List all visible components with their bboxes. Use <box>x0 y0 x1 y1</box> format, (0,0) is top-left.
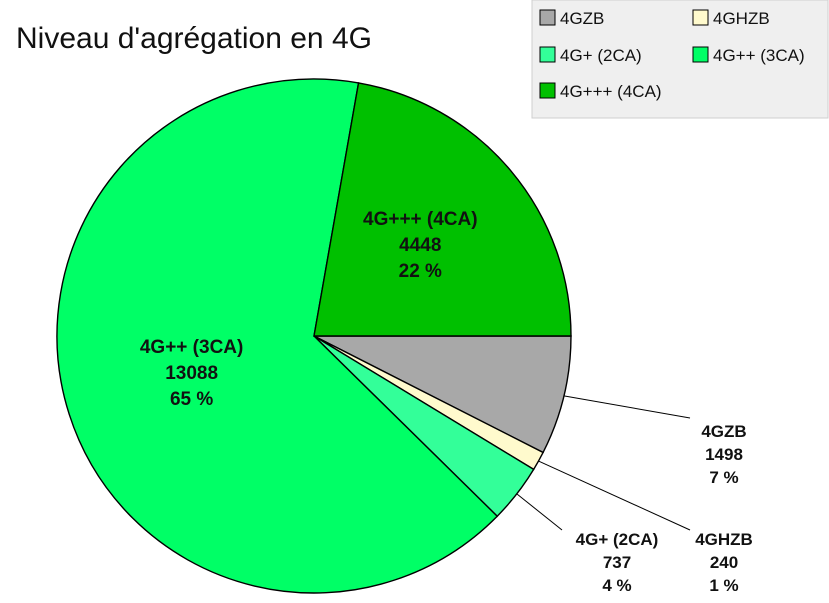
legend-swatch-4g-2ca <box>539 46 556 63</box>
leader-lines <box>516 395 691 531</box>
legend-label-4gzb: 4GZB <box>560 9 604 28</box>
slice-label-4gzb: 4GZB 1498 7 % <box>701 422 746 487</box>
legend-label-4g-4ca: 4G+++ (4CA) <box>560 82 662 101</box>
legend-swatch-4gzb <box>539 9 556 26</box>
slice-labels: 4GZB 1498 7 % 4GHZB 240 1 % 4G+ (2CA) 737 4 % 4G+… <box>140 209 753 595</box>
slice-label-4ghzb: 4GHZB 240 1 % <box>695 530 753 595</box>
legend-label-4g-3ca: 4G++ (3CA) <box>713 46 805 65</box>
legend: 4GZB 4GHZB 4G+ (2CA) 4G++ (3CA) 4G+++ (4CA) <box>531 0 829 119</box>
legend-label-4ghzb: 4GHZB <box>713 9 770 28</box>
leader-line-4ghzb <box>538 460 691 531</box>
legend-box <box>531 0 829 119</box>
leader-line-4g-2ca <box>516 493 563 531</box>
legend-swatch-4g-3ca <box>692 46 709 63</box>
slice-label-4g-3ca: 4G++ (3CA) 13088 65 % <box>140 337 243 410</box>
legend-swatch-4g-4ca <box>539 82 556 99</box>
pie-slice-4gzb <box>313 335 572 454</box>
leader-line-4gzb <box>563 395 691 419</box>
chart-title: Niveau d'agrégation en 4G <box>16 22 372 55</box>
legend-label-4g-2ca: 4G+ (2CA) <box>560 46 642 65</box>
legend-swatch-4ghzb <box>692 9 709 26</box>
slice-label-4g-4ca: 4G+++ (4CA) 4448 22 % <box>363 209 478 282</box>
slice-label-4g-2ca: 4G+ (2CA) 737 4 % <box>576 530 659 595</box>
pie-slice-4g-3ca <box>56 78 499 594</box>
pie-slice-4g-4ca <box>313 82 572 337</box>
pie-slices <box>56 78 572 594</box>
